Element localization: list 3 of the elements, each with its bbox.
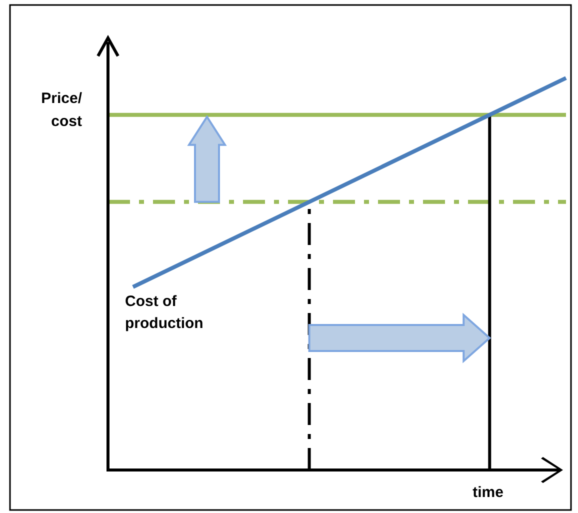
y-axis-title: Price/ cost [41, 90, 83, 130]
series-label: Cost of production [125, 292, 204, 332]
x-axis-title: time [472, 484, 504, 501]
